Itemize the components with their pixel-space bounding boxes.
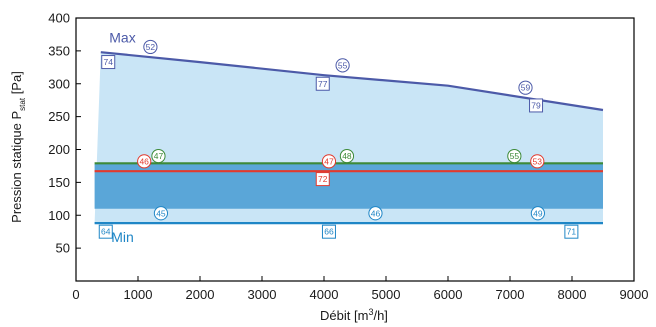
y-tick-label: 150 <box>48 175 70 190</box>
tick-labels: 0 1000 2000 3000 4000 5000 6000 7000 8000 9000 50 1… <box>48 11 648 303</box>
annotation-marker-label: 46 <box>371 208 381 218</box>
annotation-marker-label: 79 <box>531 100 541 110</box>
annotation-circle-marker <box>143 39 158 55</box>
annotation-marker-label: 74 <box>104 57 114 67</box>
series-label-min: Min <box>111 229 134 245</box>
series-line-max <box>100 51 604 112</box>
y-tick-label: 400 <box>48 11 70 26</box>
annotation-marker-label: 49 <box>533 208 543 218</box>
annotation-marker-label: 53 <box>533 156 543 166</box>
annotation-marker-label: 66 <box>324 227 334 237</box>
series-label-max: Max <box>109 30 135 46</box>
x-tick-label: 4000 <box>310 287 339 302</box>
y-tick-label: 100 <box>48 208 70 223</box>
series-labels: Max Min <box>109 30 135 245</box>
x-tick-label: 5000 <box>372 287 401 302</box>
annotation-square-marker <box>315 172 330 187</box>
series-lines <box>94 51 604 225</box>
annotation-circle-marker <box>530 154 545 169</box>
operating-regions <box>94 52 603 224</box>
annotation-marker-label: 47 <box>324 156 334 166</box>
annotation-circle-marker <box>137 154 152 169</box>
x-tick-label: 1000 <box>124 287 153 302</box>
axes <box>75 17 635 282</box>
x-tick-label: 7000 <box>496 287 525 302</box>
y-tick-label: 300 <box>48 76 70 91</box>
annotation-marker-label: 77 <box>318 79 328 89</box>
y-tick-label: 200 <box>48 142 70 157</box>
annotation-circle-marker <box>321 154 337 169</box>
y-tick-label: 250 <box>48 109 70 124</box>
annotation-square-marker <box>564 224 579 239</box>
annotation-circle-marker <box>368 206 383 221</box>
annotation-marker-label: 52 <box>146 42 156 52</box>
annotation-marker-label: 45 <box>156 208 166 218</box>
x-tick-label: 3000 <box>248 287 277 302</box>
annotation-circle-marker <box>518 80 533 95</box>
annotation-circle-marker <box>153 206 169 221</box>
annotation-marker-label: 59 <box>521 83 531 93</box>
annotation-square-marker <box>101 55 116 70</box>
annotation-circle-marker <box>530 206 546 221</box>
inner-operating-band <box>94 164 603 209</box>
annotation-marker-label: 72 <box>318 174 328 184</box>
y-tick-label: 350 <box>48 43 70 58</box>
annotation-marker-label: 48 <box>342 151 352 161</box>
annotation-circle-marker <box>339 148 355 164</box>
annotation-square-marker <box>98 224 113 239</box>
annotation-circle-marker <box>151 148 166 164</box>
x-tick-label: 2000 <box>186 287 215 302</box>
annotation-marker-label: 55 <box>510 151 520 161</box>
annotation-circle-marker <box>335 58 350 73</box>
annotation-marker-label: 47 <box>154 151 164 161</box>
annotation-square-marker <box>321 224 336 239</box>
annotation-square-marker <box>529 98 544 113</box>
annotation-marker-label: 55 <box>338 60 348 70</box>
x-axis-label: Débit [m3/h] <box>320 307 388 323</box>
x-tick-label: 0 <box>72 287 79 302</box>
annotation-marker-label: 71 <box>567 227 577 237</box>
y-tick-label: 50 <box>56 241 70 256</box>
annotation-square-marker <box>315 76 330 91</box>
annotation-marker-label: 64 <box>101 227 111 237</box>
x-tick-label: 8000 <box>558 287 587 302</box>
x-tick-label: 9000 <box>620 287 649 302</box>
y-axis-label: Pression statique Pstat [Pa] <box>9 71 27 223</box>
annotation-marker-label: 46 <box>139 156 149 166</box>
x-tick-label: 6000 <box>434 287 463 302</box>
annotation-circle-marker <box>507 148 522 164</box>
